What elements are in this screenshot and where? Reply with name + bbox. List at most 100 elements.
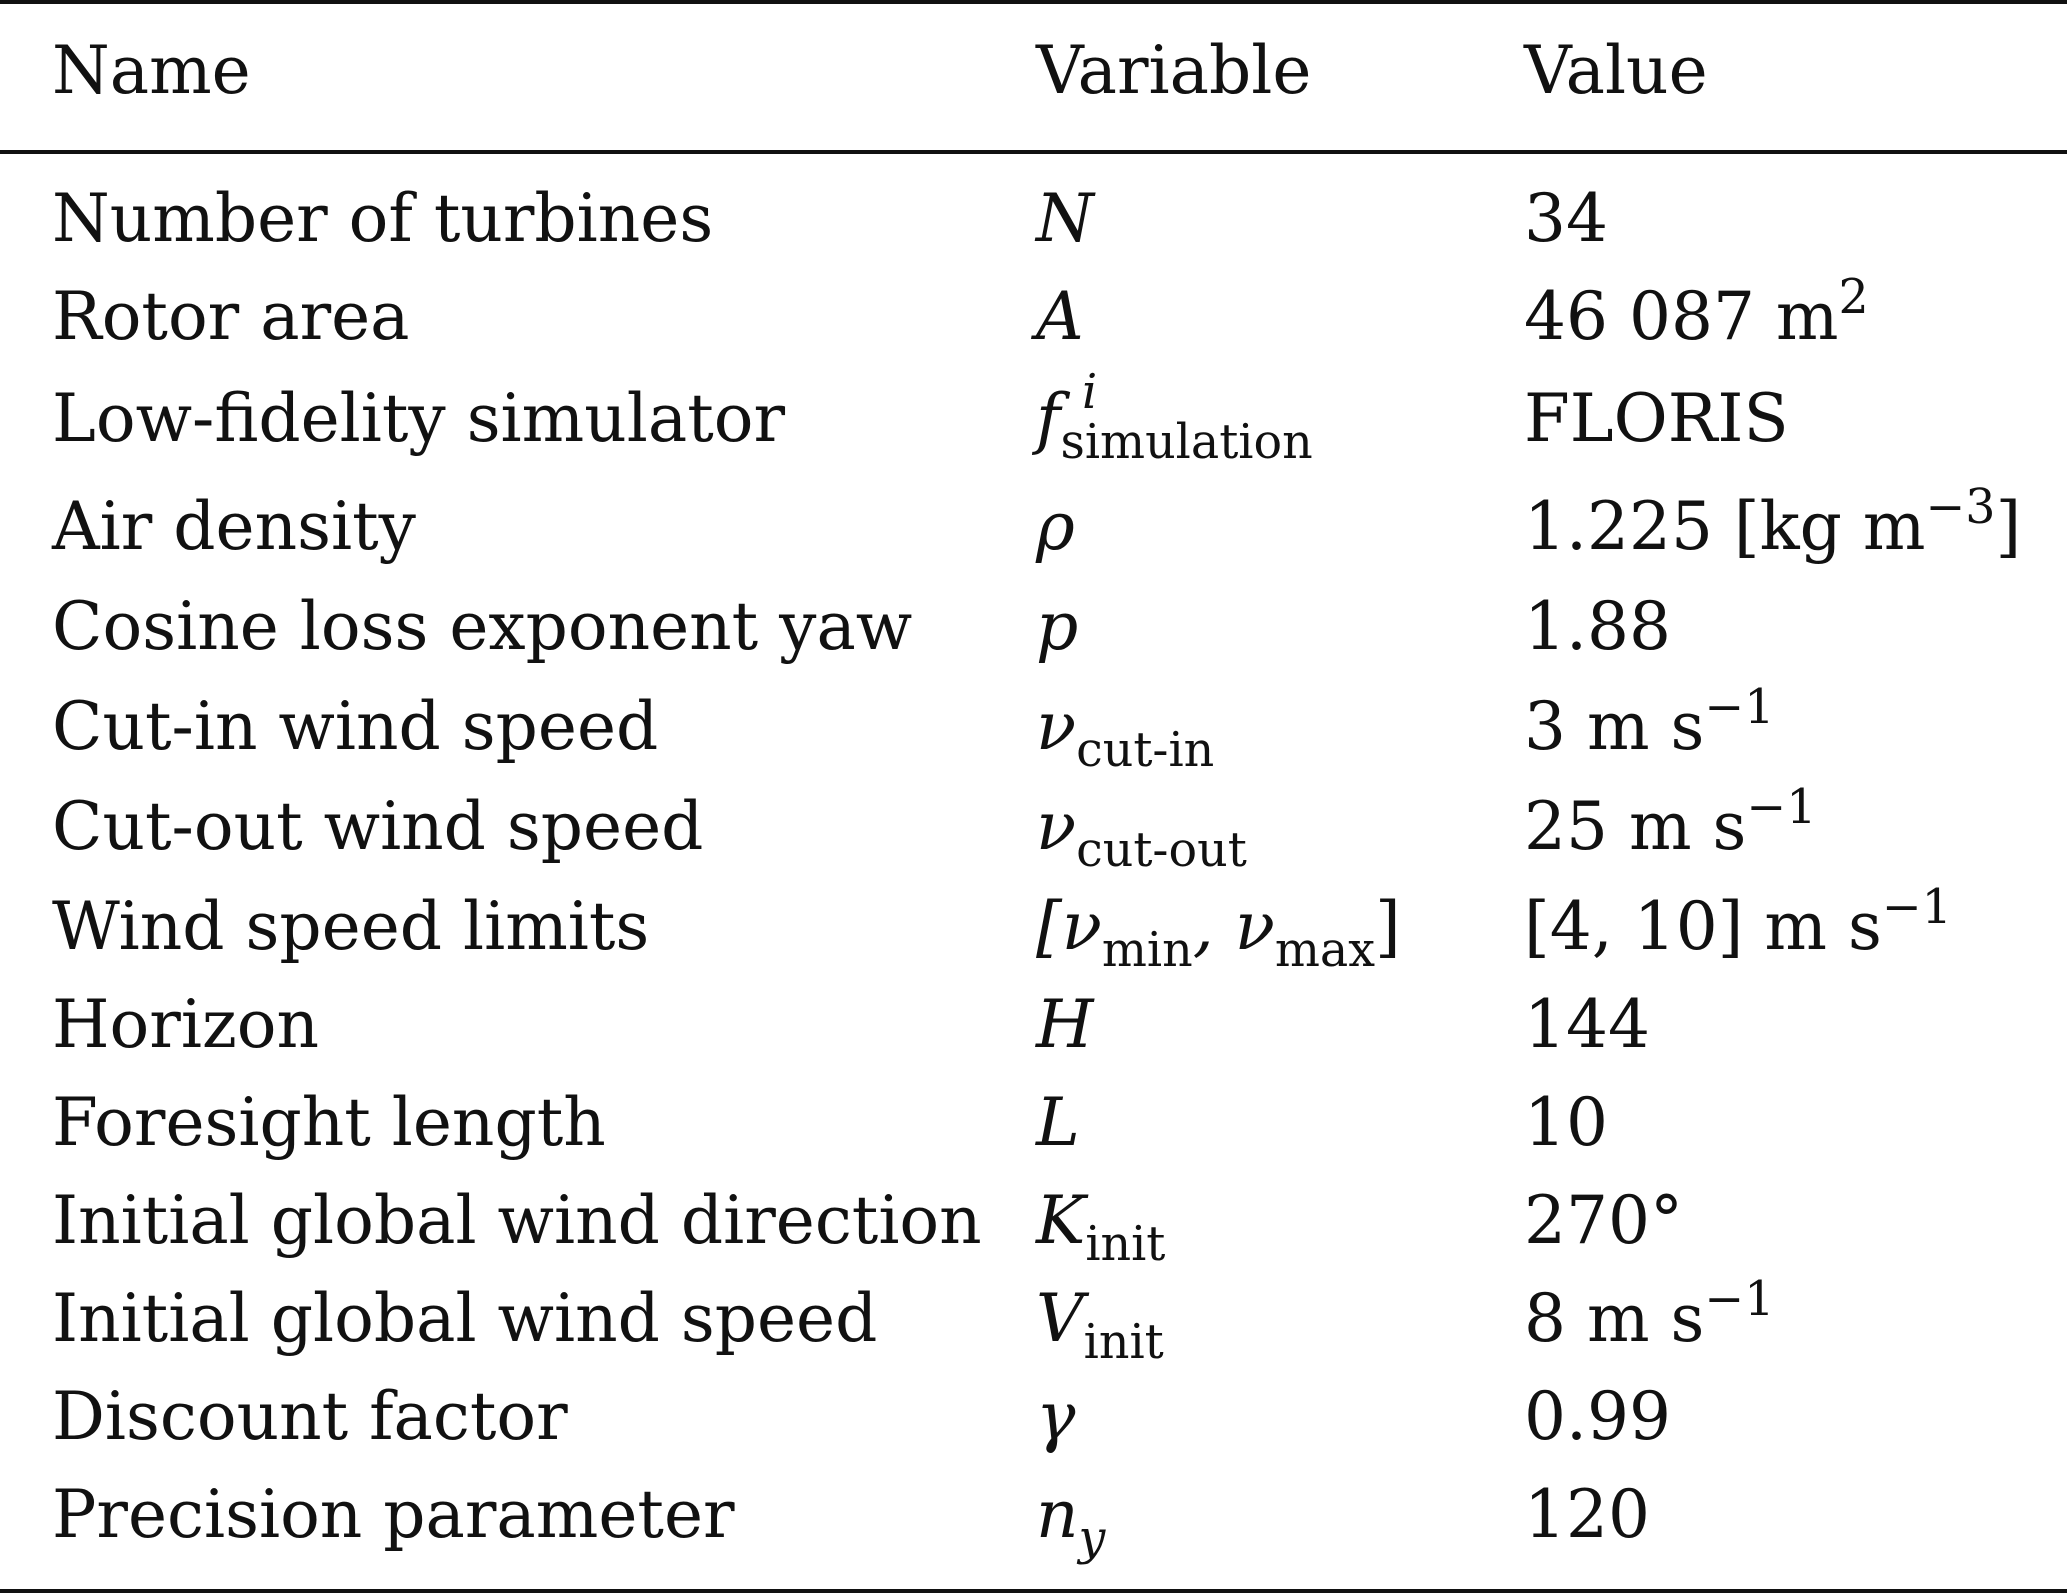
value-text: 25 m s: [1524, 788, 1747, 865]
param-name: Low-fidelity simulator: [52, 380, 786, 457]
variable-symbol: L: [1036, 1084, 1080, 1161]
param-name: Air density: [52, 488, 416, 565]
variable-symbol: H: [1036, 986, 1094, 1063]
param-value: 144: [1524, 976, 1650, 1074]
value-exponent: −1: [1746, 779, 1817, 835]
variable-symbol: ν: [1036, 688, 1077, 765]
param-value: 1.225 [kg m−3]: [1524, 478, 2021, 576]
value-text: 10: [1524, 1084, 1608, 1161]
param-name: Foresight length: [52, 1084, 606, 1161]
variable-subscript: min: [1101, 922, 1193, 978]
param-name: Number of turbines: [52, 180, 714, 257]
table-bottom-rule: [0, 1589, 2067, 1593]
param-variable: A: [1036, 268, 1084, 366]
table-row: Number of turbines N 34: [0, 170, 2067, 268]
param-variable: p: [1036, 578, 1078, 676]
table-row: Foresight length L 10: [0, 1074, 2067, 1172]
param-value: 3 m s−1: [1524, 678, 1774, 776]
variable-close-bracket: ]: [1375, 888, 1401, 965]
param-value: 25 m s−1: [1524, 778, 1816, 876]
value-tail: ]: [1995, 488, 2022, 565]
param-name: Initial global wind speed: [52, 1280, 878, 1357]
variable-subscript: simulation: [1060, 414, 1313, 470]
value-exponent: −1: [1704, 679, 1775, 735]
header-name: Name: [52, 32, 251, 109]
variable-symbol: f: [1036, 380, 1061, 457]
variable-symbol: ν: [1036, 788, 1077, 865]
table-row: Wind speed limits [νmin, νmax] [4, 10] m…: [0, 878, 2067, 976]
value-text: 46 087 m: [1524, 278, 1839, 355]
param-variable: Kinit: [1036, 1172, 1165, 1270]
table-top-rule: [0, 0, 2067, 4]
param-value: 120: [1524, 1466, 1650, 1564]
param-variable: Vinit: [1036, 1270, 1164, 1368]
variable-subscript: y: [1078, 1510, 1106, 1566]
value-exponent: −1: [1881, 879, 1952, 935]
param-value: 0.99: [1524, 1368, 1671, 1466]
table-row: Discount factor γ 0.99: [0, 1368, 2067, 1466]
param-name: Precision parameter: [52, 1476, 735, 1553]
value-text: [4, 10] m s: [1524, 888, 1882, 965]
param-variable: f i simulation: [1036, 365, 1313, 470]
param-variable: ny: [1036, 1466, 1105, 1564]
param-variable: [νmin, νmax]: [1036, 878, 1401, 976]
param-variable: νcut-out: [1036, 778, 1247, 876]
variable-subscript: cut-out: [1076, 822, 1247, 878]
param-name: Initial global wind direction: [52, 1182, 982, 1259]
table-row: Cut-out wind speed νcut-out 25 m s−1: [0, 778, 2067, 876]
variable-symbol: N: [1036, 180, 1094, 257]
variable-symbol: [ν: [1036, 888, 1102, 965]
variable-symbol: n: [1036, 1476, 1079, 1553]
value-exponent: 2: [1838, 269, 1869, 325]
value-text: 1.88: [1524, 588, 1671, 665]
table-row: Horizon H 144: [0, 976, 2067, 1074]
param-value: FLORIS: [1524, 370, 1789, 468]
table-row: Low-fidelity simulator f i simulation FLOR…: [0, 365, 2067, 470]
variable-subscript: init: [1083, 1314, 1164, 1370]
value-exponent: −3: [1925, 479, 1996, 535]
param-variable: ρ: [1036, 478, 1075, 576]
table-row: Cut-in wind speed νcut-in 3 m s−1: [0, 678, 2067, 776]
header-value: Value: [1524, 32, 1708, 109]
variable-subscript-second: max: [1274, 922, 1376, 978]
variable-superscript: i: [1082, 365, 1098, 420]
table-row: Rotor area A 46 087 m2: [0, 268, 2067, 366]
table-header-rule: [0, 150, 2067, 154]
variable-symbol: K: [1036, 1182, 1086, 1259]
param-variable: γ: [1036, 1368, 1075, 1466]
variable-symbol-stack: f i simulation: [1036, 365, 1313, 475]
param-variable: νcut-in: [1036, 678, 1214, 776]
param-variable: N: [1036, 170, 1094, 268]
param-value: 270°: [1524, 1172, 1683, 1270]
value-text: 144: [1524, 986, 1650, 1063]
variable-symbol: γ: [1036, 1378, 1076, 1455]
table-row: Initial global wind speed Vinit 8 m s−1: [0, 1270, 2067, 1368]
param-name: Rotor area: [52, 278, 410, 355]
variable-subscript: cut-in: [1076, 722, 1215, 778]
value-text: 0.99: [1524, 1378, 1671, 1455]
table-row: Air density ρ 1.225 [kg m−3]: [0, 478, 2067, 576]
value-exponent: −1: [1704, 1271, 1775, 1327]
value-text: 34: [1524, 180, 1608, 257]
value-text: 1.225 [kg m: [1524, 488, 1926, 565]
param-name: Cosine loss exponent yaw: [52, 588, 913, 665]
param-value: 34: [1524, 170, 1608, 268]
variable-symbol: ρ: [1036, 488, 1075, 565]
variable-subscript: init: [1085, 1216, 1166, 1272]
variable-symbol-second: , ν: [1192, 888, 1275, 965]
param-value: 46 087 m2: [1524, 268, 1869, 366]
param-variable: H: [1036, 976, 1094, 1074]
param-value: 1.88: [1524, 578, 1671, 676]
table-row: Precision parameter ny 120: [0, 1466, 2067, 1564]
variable-symbol: V: [1036, 1280, 1084, 1357]
param-name: Cut-in wind speed: [52, 688, 659, 765]
param-variable: L: [1036, 1074, 1080, 1172]
param-name: Wind speed limits: [52, 888, 650, 965]
param-value: 10: [1524, 1074, 1608, 1172]
param-name: Discount factor: [52, 1378, 568, 1455]
param-name: Horizon: [52, 986, 319, 1063]
value-text: 270°: [1524, 1182, 1683, 1259]
param-value: 8 m s−1: [1524, 1270, 1774, 1368]
table-row: Initial global wind direction Kinit 270°: [0, 1172, 2067, 1270]
value-text: 3 m s: [1524, 688, 1705, 765]
